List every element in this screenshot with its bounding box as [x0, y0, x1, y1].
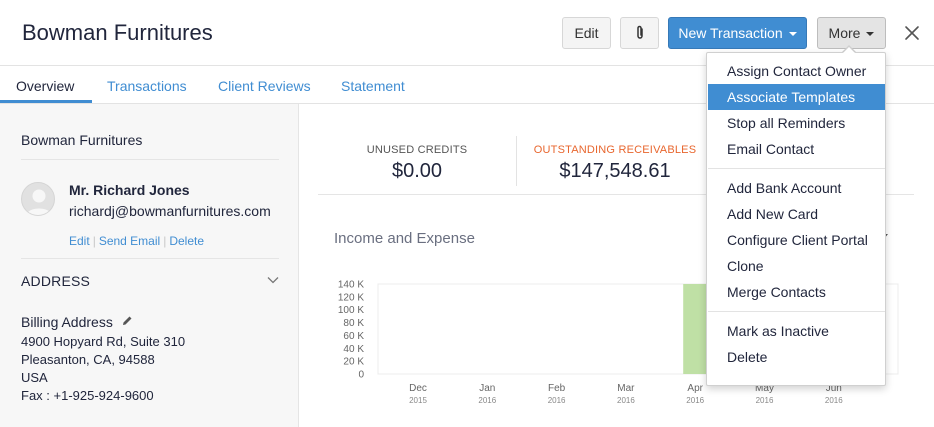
tab-client-reviews[interactable]: Client Reviews	[218, 78, 311, 94]
outstanding-receivables-label: OUTSTANDING RECEIVABLES	[533, 144, 697, 156]
y-tick-label: 120 K	[338, 292, 364, 303]
menu-item-email-contact[interactable]: Email Contact	[727, 141, 815, 157]
caret-down-icon	[866, 32, 875, 36]
x-tick-year-label: 2016	[617, 396, 635, 405]
contact-person-name: Mr. Richard Jones	[69, 182, 190, 198]
menu-item-configure-client-portal[interactable]: Configure Client Portal	[727, 232, 868, 248]
menu-item-delete[interactable]: Delete	[727, 349, 768, 365]
x-tick-label: Jun	[826, 383, 842, 394]
send-email-link[interactable]: Send Email	[98, 234, 161, 248]
y-tick-label: 140 K	[338, 280, 364, 291]
pencil-icon[interactable]	[121, 315, 133, 327]
menu-item-add-bank-account[interactable]: Add Bank Account	[727, 180, 842, 196]
address-line: Pleasanton, CA, 94588	[21, 352, 155, 367]
y-tick-label: 0	[358, 370, 364, 381]
menu-item-clone[interactable]: Clone	[727, 258, 764, 274]
menu-separator	[708, 311, 885, 312]
unused-credits-value: $0.00	[391, 160, 443, 182]
x-tick-label: Dec	[409, 383, 427, 394]
new-transaction-button[interactable]: New Transaction	[668, 17, 807, 49]
close-icon[interactable]	[903, 24, 921, 42]
y-tick-label: 20 K	[343, 357, 364, 368]
chevron-down-icon[interactable]	[267, 276, 279, 284]
page-title: Bowman Furnitures	[22, 20, 213, 45]
billing-address-heading: Billing Address	[21, 314, 113, 330]
address-section-heading: ADDRESS	[21, 273, 91, 289]
company-name: Bowman Furnitures	[21, 132, 143, 148]
x-tick-year-label: 2016	[686, 396, 704, 405]
x-tick-year-label: 2016	[548, 396, 566, 405]
x-tick-label: Mar	[617, 383, 635, 394]
link-separator: |	[92, 234, 96, 248]
paperclip-icon	[636, 25, 643, 39]
x-tick-year-label: 2016	[756, 396, 774, 405]
menu-item-stop-all-reminders[interactable]: Stop all Reminders	[727, 115, 846, 131]
menu-item-merge-contacts[interactable]: Merge Contacts	[727, 284, 826, 300]
outstanding-receivables-value: $147,548.61	[559, 160, 671, 182]
x-tick-label: Jan	[479, 383, 495, 394]
x-tick-year-label: 2015	[409, 396, 427, 405]
divider	[21, 258, 279, 259]
x-tick-year-label: 2016	[825, 396, 843, 405]
avatar	[21, 182, 55, 216]
address-line: 4900 Hopyard Rd, Suite 310	[21, 334, 186, 349]
more-dropdown-menu: Assign Contact Owner Associate Templates S…	[706, 52, 886, 386]
plot-area	[377, 283, 899, 375]
page-header: Bowman Furnitures Edit New Transaction M…	[0, 0, 934, 66]
contact-email: richardj@bowmanfurnitures.com	[69, 203, 271, 219]
menu-item-assign-contact-owner[interactable]: Assign Contact Owner	[727, 63, 867, 79]
more-button[interactable]: More	[817, 17, 886, 49]
y-tick-label: 100 K	[338, 305, 364, 316]
x-tick-label: Apr	[687, 383, 703, 394]
new-transaction-label: New Transaction	[678, 25, 783, 41]
edit-contact-link[interactable]: Edit	[69, 234, 90, 248]
menu-pointer	[843, 47, 855, 53]
x-tick-year-label: 2016	[478, 396, 496, 405]
y-tick-label: 80 K	[343, 318, 364, 329]
divider	[318, 194, 914, 195]
menu-item-mark-as-inactive[interactable]: Mark as Inactive	[727, 323, 829, 339]
x-tick-label: May	[755, 383, 774, 394]
contact-sidebar: Bowman Furnitures Mr. Richard Jones rich…	[0, 104, 299, 427]
tab-statement[interactable]: Statement	[341, 78, 405, 94]
caret-down-icon	[788, 32, 797, 36]
menu-separator	[708, 168, 885, 169]
x-tick-label: Feb	[548, 383, 566, 394]
delete-contact-link[interactable]: Delete	[169, 234, 204, 248]
y-tick-label: 60 K	[343, 331, 364, 342]
fax-line: Fax : +1-925-924-9600	[21, 388, 154, 403]
attachment-button[interactable]	[620, 17, 659, 49]
y-tick-label: 40 K	[343, 344, 364, 355]
unused-credits-label: UNUSED CREDITS	[366, 144, 468, 156]
more-label: More	[828, 25, 861, 41]
chart-bar	[683, 284, 708, 374]
tab-transactions[interactable]: Transactions	[107, 78, 187, 94]
active-tab-indicator	[0, 100, 92, 103]
divider	[516, 136, 517, 186]
person-icon	[26, 189, 52, 215]
chart-title: Income and Expense	[334, 230, 475, 247]
divider	[21, 159, 279, 160]
link-separator: |	[163, 234, 167, 248]
contact-actions: Edit | Send Email | Delete	[69, 234, 204, 248]
tab-overview[interactable]: Overview	[16, 78, 75, 94]
menu-item-add-new-card[interactable]: Add New Card	[727, 206, 819, 222]
tab-bar: Overview Transactions Client Reviews Sta…	[0, 66, 934, 104]
address-line: USA	[21, 370, 48, 385]
menu-item-associate-templates[interactable]: Associate Templates	[708, 84, 885, 110]
edit-button[interactable]: Edit	[562, 17, 611, 49]
